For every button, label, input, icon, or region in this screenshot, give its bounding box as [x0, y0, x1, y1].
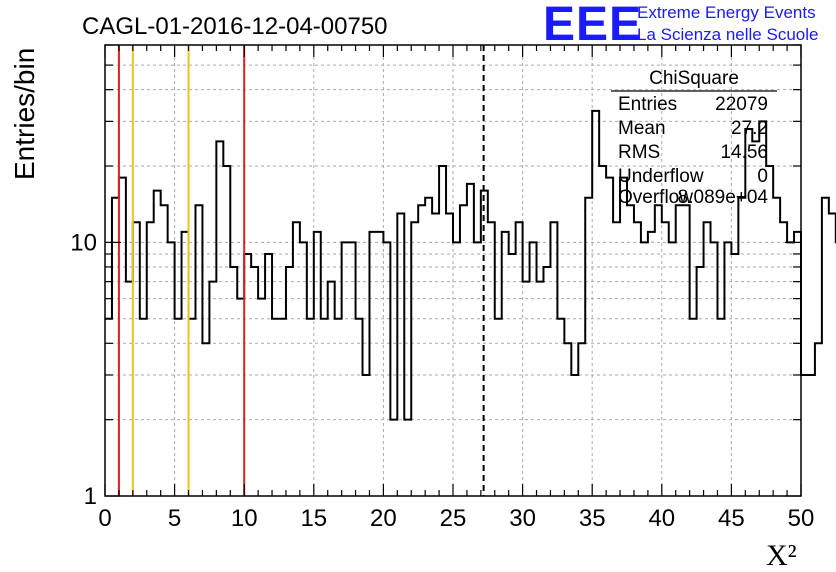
x-tick-label: 25 — [440, 505, 467, 532]
y-axis-label: Entries/bin — [9, 48, 40, 180]
logo-line1: Extreme Energy Events — [637, 3, 816, 22]
axes: 0 5 10 15 20 25 30 35 40 45 50 1 10 — [70, 44, 815, 532]
chart-title: CAGL-01-2016-12-04-00750 — [82, 13, 388, 40]
stats-label-rms: RMS — [618, 142, 660, 163]
x-tick-label: 15 — [300, 505, 327, 532]
x-tick-label: 35 — [579, 505, 606, 532]
stats-name: ChiSquare — [649, 68, 739, 89]
x-tick-label: 5 — [168, 505, 181, 532]
histogram-outline — [105, 109, 836, 421]
stats-value-underflow: 0 — [757, 166, 768, 187]
eee-logo: EEE Extreme Energy Events La Scienza nel… — [543, 0, 818, 51]
stats-value-entries: 22079 — [715, 94, 768, 115]
x-tick-label: 40 — [648, 505, 675, 532]
x-tick-label: 0 — [98, 505, 111, 532]
stats-value-mean: 27.2 — [731, 118, 768, 139]
grid — [105, 45, 801, 496]
stats-box: ChiSquare Entries 22079 Mean 27.2 RMS 14… — [611, 68, 777, 208]
stats-label-underflow: Underflow — [618, 166, 704, 187]
stats-value-overflow: 8.089e+04 — [678, 187, 769, 208]
logo-text: EEE — [543, 0, 642, 51]
x-tick-label: 20 — [370, 505, 397, 532]
logo-line2: La Scienza nelle Scuole — [637, 25, 818, 44]
x-tick-label: 30 — [509, 505, 536, 532]
y-tick-label: 1 — [84, 483, 97, 510]
x-tick-label: 45 — [718, 505, 745, 532]
marker-lines — [117, 45, 485, 496]
stats-label-mean: Mean — [618, 118, 666, 139]
x-tick-label: 10 — [231, 505, 258, 532]
histogram — [105, 109, 836, 421]
stats-label-overflow: Overflow — [618, 187, 693, 208]
stats-value-rms: 14.56 — [720, 142, 768, 163]
x-axis-label: X² — [766, 539, 797, 572]
y-tick-label: 10 — [70, 229, 97, 256]
x-tick-label: 50 — [788, 505, 815, 532]
stats-label-entries: Entries — [618, 94, 677, 115]
